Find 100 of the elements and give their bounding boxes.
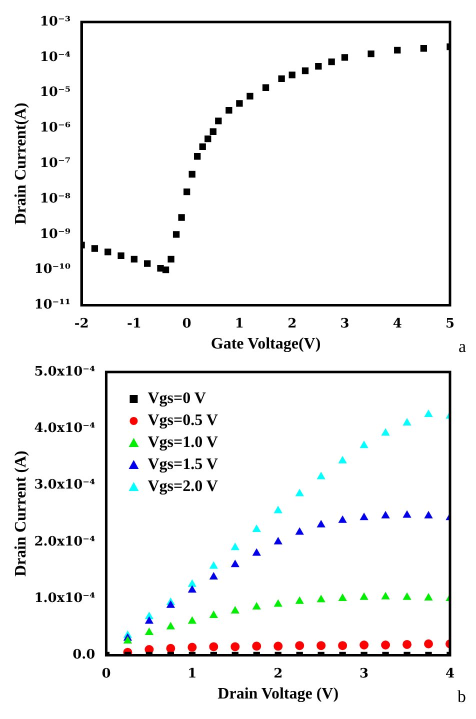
point <box>166 644 176 653</box>
point <box>424 593 432 600</box>
point <box>252 524 261 532</box>
point <box>145 616 154 624</box>
point <box>338 456 347 464</box>
point <box>296 489 304 496</box>
point <box>424 410 432 417</box>
text: b <box>458 686 466 706</box>
point <box>236 100 243 107</box>
y-tick-label: 10⁻⁴ <box>40 50 71 65</box>
point <box>168 256 174 262</box>
point <box>382 592 390 600</box>
x-axis-title: Drain Voltage (V) <box>218 686 339 703</box>
point <box>274 506 282 514</box>
point <box>104 248 112 256</box>
point <box>302 67 309 74</box>
point <box>166 600 175 608</box>
point <box>194 153 201 160</box>
point <box>288 72 296 78</box>
y-tick-label: 10⁻¹¹ <box>34 298 71 313</box>
y-tick-label: 5.0x10⁻⁴ <box>34 364 96 380</box>
y-tick-label: 3.0x10⁻⁴ <box>34 478 96 493</box>
point <box>204 136 212 142</box>
point <box>188 616 196 624</box>
y-axis-title: Drain Current(A) <box>12 102 30 225</box>
point <box>338 516 347 523</box>
x-tick-label: 2 <box>288 316 297 332</box>
y-tick-label: 10⁻¹⁰ <box>34 262 71 278</box>
point <box>381 640 390 650</box>
point <box>172 231 180 238</box>
point <box>246 92 254 100</box>
legend-label: Vgs=1.5 V <box>148 456 218 474</box>
point <box>231 606 240 614</box>
point <box>296 596 304 604</box>
point <box>226 106 232 114</box>
x-tick-label: 1 <box>188 666 197 682</box>
point <box>118 252 124 260</box>
legend-label: Vgs=2.0 V <box>148 478 218 496</box>
point <box>274 600 282 607</box>
y-tick-label: 10⁻³ <box>40 14 71 30</box>
point <box>188 586 196 593</box>
point <box>231 560 240 568</box>
point <box>188 170 196 178</box>
x-tick-label: 5 <box>445 316 455 332</box>
point <box>317 595 326 602</box>
point <box>424 511 432 518</box>
point <box>162 266 170 274</box>
point <box>394 46 401 54</box>
point <box>166 622 175 630</box>
point <box>91 245 98 252</box>
point <box>199 143 206 150</box>
x-tick-label: 4 <box>392 316 402 332</box>
point <box>145 628 154 636</box>
y-axis-title: Drain Current (A) <box>12 450 30 577</box>
point <box>360 513 368 520</box>
x-tick-label: -1 <box>126 316 142 332</box>
point <box>210 562 218 569</box>
point <box>295 641 304 650</box>
point <box>178 214 185 221</box>
point <box>316 641 326 650</box>
point <box>382 511 390 518</box>
x-tick-label: 4 <box>445 666 455 682</box>
legend-label: Vgs=0.5 V <box>148 412 218 430</box>
point <box>338 641 348 650</box>
y-tick-label: 10⁻⁵ <box>40 85 71 100</box>
point <box>188 642 197 652</box>
point <box>130 256 138 262</box>
point <box>403 592 411 600</box>
y-tick-label: 4.0x10⁻⁴ <box>34 421 96 436</box>
point <box>328 58 335 66</box>
point <box>230 642 240 652</box>
x-tick-label: -2 <box>74 316 89 332</box>
point <box>317 520 326 528</box>
x-tick-label: 3 <box>360 666 369 682</box>
point <box>183 188 190 196</box>
point <box>360 441 368 448</box>
legend-label: Vgs=0 V <box>148 390 206 408</box>
point <box>402 640 412 649</box>
y-tick-label: 2.0x10⁻⁴ <box>34 534 96 550</box>
point <box>315 62 322 70</box>
text: a <box>458 336 466 356</box>
point <box>209 642 218 652</box>
point <box>403 418 411 426</box>
point <box>360 640 369 650</box>
point <box>262 84 270 91</box>
point <box>296 528 304 535</box>
y-tick-label: 10⁻⁹ <box>40 226 71 242</box>
point <box>210 128 216 135</box>
y-tick-label: 10⁻⁷ <box>40 156 71 171</box>
x-tick-label: 3 <box>340 316 350 332</box>
point <box>252 548 261 556</box>
point <box>420 45 428 52</box>
point <box>274 537 282 544</box>
x-tick-label: 0 <box>182 316 192 332</box>
point <box>317 472 326 480</box>
x-tick-label: 2 <box>274 666 283 682</box>
y-tick-label: 10⁻⁸ <box>40 191 71 206</box>
point <box>382 428 390 436</box>
y-tick-label: 1.0x10⁻⁴ <box>34 590 96 606</box>
x-tick-label: 1 <box>234 316 244 332</box>
